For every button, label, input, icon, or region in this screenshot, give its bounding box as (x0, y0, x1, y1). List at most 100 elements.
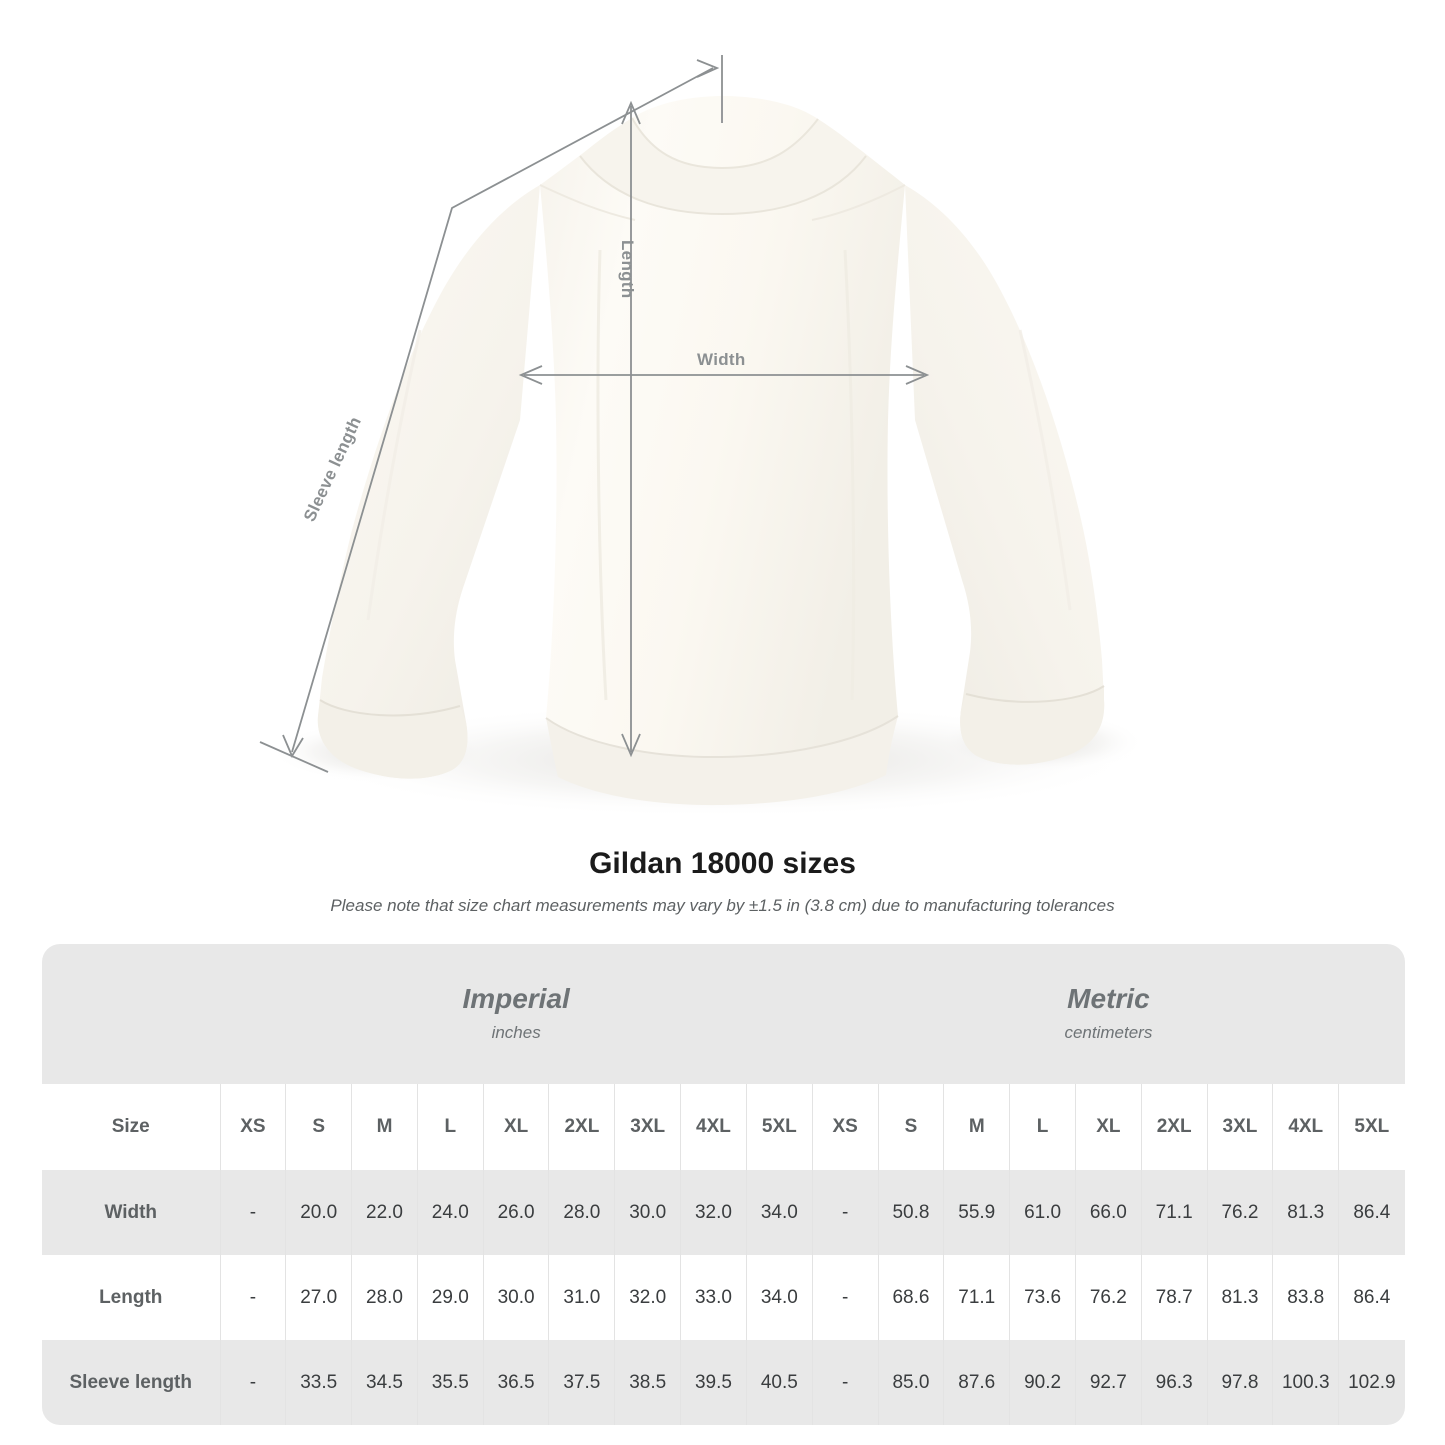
row-label-width: Width (42, 1170, 220, 1255)
size-chart-table-wrap: Imperial inches Metric centimeters Size … (42, 944, 1405, 1425)
cell-width-metric-s: 50.8 (877, 1170, 944, 1255)
right-shoulder-seam (811, 184, 906, 221)
cell-sleeve-imperial-2xl: 37.5 (548, 1340, 615, 1425)
neck-inner-edge (631, 117, 819, 170)
table-row: Sleeve length - 33.5 34.5 35.5 36.5 37.5… (42, 1340, 1405, 1425)
size-header-metric-xs: XS (811, 1084, 879, 1170)
cell-width-imperial-4xl: 32.0 (680, 1170, 747, 1255)
fold-sleeve-left (366, 329, 422, 621)
length-arrowhead-up (621, 100, 641, 125)
imperial-unit-cell: Imperial inches (220, 944, 813, 1084)
cell-sleeve-metric-5xl: 102.9 (1338, 1340, 1405, 1425)
cell-sleeve-imperial-5xl: 40.5 (745, 1340, 813, 1425)
cell-length-metric-2xl: 78.7 (1140, 1255, 1208, 1340)
right-cuff-seam (965, 685, 1105, 703)
cell-width-imperial-5xl: 34.0 (745, 1170, 813, 1255)
width-arrowhead-right (905, 365, 930, 385)
cell-width-imperial-s: 20.0 (285, 1170, 352, 1255)
cell-length-imperial-3xl: 32.0 (614, 1255, 681, 1340)
garment-diagram: Length Width Sleeve length (259, 55, 1145, 818)
size-header-metric-xl: XL (1074, 1084, 1142, 1170)
size-header-imperial-xs: XS (219, 1084, 286, 1170)
unit-banner-row: Imperial inches Metric centimeters (42, 944, 1405, 1084)
cell-width-metric-2xl: 71.1 (1140, 1170, 1208, 1255)
cell-length-imperial-4xl: 33.0 (680, 1255, 747, 1340)
bottom-hem (546, 716, 898, 806)
metric-name: Metric (1067, 983, 1150, 1014)
cell-length-metric-xs: - (811, 1255, 879, 1340)
cell-length-imperial-5xl: 34.0 (745, 1255, 813, 1340)
cell-width-imperial-2xl: 28.0 (548, 1170, 615, 1255)
size-header-metric-l: L (1009, 1084, 1076, 1170)
cell-width-imperial-m: 22.0 (351, 1170, 418, 1255)
cell-sleeve-metric-xl: 92.7 (1074, 1340, 1142, 1425)
left-cuff-seam (319, 699, 461, 717)
neck-outer-edge (579, 155, 867, 216)
size-header-metric-3xl: 3XL (1206, 1084, 1273, 1170)
cell-length-imperial-xl: 30.0 (482, 1255, 549, 1340)
cell-sleeve-metric-l: 90.2 (1009, 1340, 1076, 1425)
cell-length-imperial-s: 27.0 (285, 1255, 352, 1340)
size-header-imperial-l: L (416, 1084, 484, 1170)
measurement-lines (259, 55, 930, 773)
cell-sleeve-metric-xs: - (811, 1340, 879, 1425)
cell-length-imperial-l: 29.0 (416, 1255, 484, 1340)
cell-width-metric-xs: - (811, 1170, 879, 1255)
cell-width-metric-m: 55.9 (943, 1170, 1010, 1255)
table-row: Length - 27.0 28.0 29.0 30.0 31.0 32.0 3… (42, 1255, 1405, 1340)
cell-width-metric-3xl: 76.2 (1206, 1170, 1273, 1255)
size-chart-table: Imperial inches Metric centimeters Size … (42, 944, 1405, 1425)
cell-width-metric-5xl: 86.4 (1338, 1170, 1405, 1255)
neck-rib (580, 118, 866, 214)
size-header-metric-m: M (943, 1084, 1010, 1170)
cell-length-imperial-2xl: 31.0 (548, 1255, 615, 1340)
size-header-metric-s: S (877, 1084, 944, 1170)
cell-width-imperial-l: 24.0 (416, 1170, 484, 1255)
imperial-sub: inches (491, 1023, 541, 1042)
cell-length-metric-s: 68.6 (877, 1255, 944, 1340)
cell-width-imperial-xl: 26.0 (482, 1170, 549, 1255)
metric-unit-cell: Metric centimeters (812, 944, 1405, 1084)
tolerance-note: Please note that size chart measurements… (330, 896, 1115, 915)
cell-sleeve-metric-m: 87.6 (943, 1340, 1010, 1425)
size-header-imperial-3xl: 3XL (614, 1084, 681, 1170)
cell-width-imperial-xs: - (219, 1170, 286, 1255)
cell-length-metric-5xl: 86.4 (1338, 1255, 1405, 1340)
size-header-imperial-4xl: 4XL (680, 1084, 747, 1170)
row-label-sleeve-length: Sleeve length (42, 1340, 220, 1425)
fold-left (596, 249, 608, 701)
sweatshirt-illustration (259, 55, 1145, 818)
cell-length-metric-m: 71.1 (943, 1255, 1010, 1340)
sleeve-cuff-tick (259, 741, 329, 773)
size-header-imperial-2xl: 2XL (548, 1084, 615, 1170)
cell-sleeve-imperial-m: 34.5 (351, 1340, 418, 1425)
sleeve-arrowhead-right (696, 59, 720, 78)
page-title: Gildan 18000 sizes (589, 847, 856, 880)
cell-sleeve-imperial-xl: 36.5 (482, 1340, 549, 1425)
size-header-metric-4xl: 4XL (1272, 1084, 1339, 1170)
fold-right (843, 249, 856, 701)
size-header-row: Size XS S M L XL 2XL 3XL 4XL 5XL XS S M … (42, 1084, 1405, 1170)
cell-sleeve-metric-2xl: 96.3 (1140, 1340, 1208, 1425)
table-row: Width - 20.0 22.0 24.0 26.0 28.0 30.0 32… (42, 1170, 1405, 1255)
unit-banner-spacer (42, 944, 220, 1084)
cell-length-imperial-xs: - (219, 1255, 286, 1340)
imperial-name: Imperial (462, 983, 570, 1014)
fold-sleeve-right (1018, 329, 1072, 611)
width-arrowhead-left (518, 365, 543, 385)
cell-width-metric-xl: 66.0 (1074, 1170, 1142, 1255)
cell-width-metric-4xl: 81.3 (1272, 1170, 1339, 1255)
title-block: Gildan 18000 sizes Please note that size… (0, 845, 1445, 917)
metric-sub: centimeters (1064, 1023, 1153, 1042)
left-cuff (317, 700, 468, 779)
size-corner-label: Size (42, 1084, 220, 1170)
cell-width-metric-l: 61.0 (1009, 1170, 1076, 1255)
length-arrowhead-down (621, 733, 641, 758)
cell-width-imperial-3xl: 30.0 (614, 1170, 681, 1255)
size-header-metric-5xl: 5XL (1338, 1084, 1405, 1170)
cell-length-imperial-m: 28.0 (351, 1255, 418, 1340)
length-label: Length (618, 240, 637, 299)
left-shoulder-seam (539, 184, 636, 221)
cell-sleeve-metric-s: 85.0 (877, 1340, 944, 1425)
cell-sleeve-imperial-l: 35.5 (416, 1340, 484, 1425)
